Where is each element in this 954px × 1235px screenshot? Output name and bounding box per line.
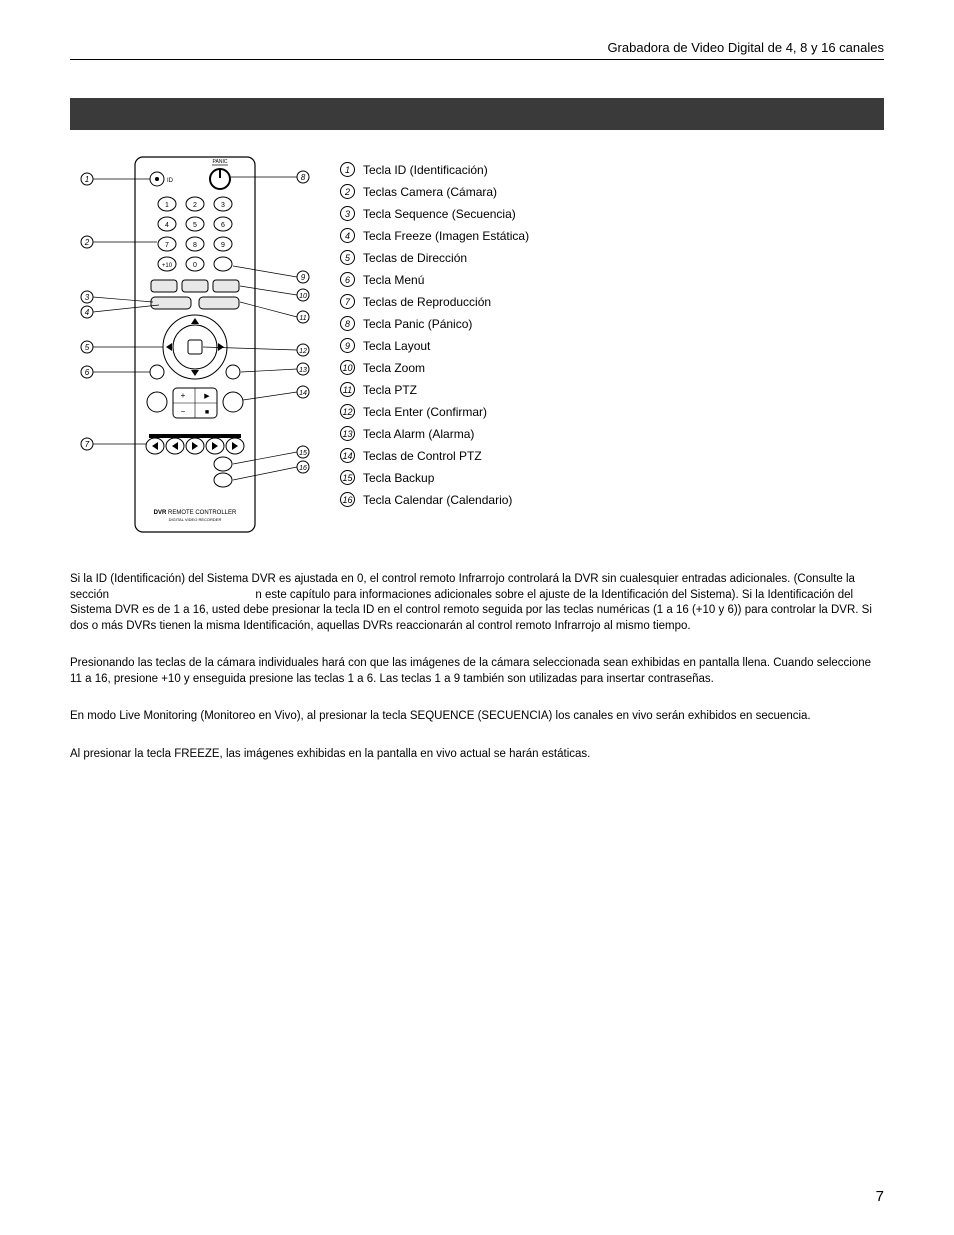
svg-text:1: 1: [165, 202, 169, 209]
legend-label: Tecla Sequence (Secuencia): [363, 207, 516, 221]
paragraph-freeze: Al presionar la tecla FREEZE, las imágen…: [70, 747, 884, 763]
legend-list: 1 Tecla ID (Identificación) 2 Teclas Camera…: [340, 142, 884, 514]
svg-text:3: 3: [221, 202, 225, 209]
figure-section: ID PANIC 1 2 3 4 5 6 7 8: [70, 130, 884, 572]
svg-text:2: 2: [193, 202, 197, 209]
legend-item: 14 Teclas de Control PTZ: [340, 448, 884, 463]
svg-text:6: 6: [85, 368, 90, 377]
svg-text:4: 4: [85, 308, 90, 317]
paragraph-camera: Presionando las teclas de la cámara indi…: [70, 656, 884, 687]
legend-label: Tecla Backup: [363, 471, 434, 485]
svg-text:2: 2: [84, 238, 90, 247]
legend-label: Tecla PTZ: [363, 383, 417, 397]
legend-label: Tecla ID (Identificación): [363, 163, 488, 177]
legend-item: 11 Tecla PTZ: [340, 382, 884, 397]
id-label: ID: [167, 178, 174, 184]
paragraph-sequence: En modo Live Monitoring (Monitoreo en Vi…: [70, 709, 884, 725]
svg-text:0: 0: [193, 262, 197, 269]
legend-number-icon: 16: [340, 492, 355, 507]
svg-text:9: 9: [301, 273, 306, 282]
legend-label: Tecla Panic (Pánico): [363, 317, 472, 331]
legend-item: 3 Tecla Sequence (Secuencia): [340, 206, 884, 221]
legend-item: 6 Tecla Menú: [340, 272, 884, 287]
svg-text:4: 4: [165, 222, 169, 229]
section-band: [70, 98, 884, 130]
svg-text:+10: +10: [162, 263, 173, 269]
remote-svg: ID PANIC 1 2 3 4 5 6 7 8: [75, 142, 315, 542]
legend-number-icon: 14: [340, 448, 355, 463]
legend-number-icon: 7: [340, 294, 355, 309]
legend-label: Teclas de Dirección: [363, 251, 467, 265]
legend-item: 13 Tecla Alarm (Alarma): [340, 426, 884, 441]
legend-label: Teclas Camera (Cámara): [363, 185, 497, 199]
svg-text:9: 9: [221, 242, 225, 249]
legend-item: 4 Tecla Freeze (Imagen Estática): [340, 228, 884, 243]
p1b: n este capítulo para informaciones adici…: [70, 589, 872, 632]
legend-label: Tecla Layout: [363, 339, 430, 353]
paragraph-id: Si la ID (Identificación) del Sistema DV…: [70, 572, 884, 634]
remote-diagram: ID PANIC 1 2 3 4 5 6 7 8: [70, 142, 320, 542]
legend-number-icon: 4: [340, 228, 355, 243]
legend-label: Tecla Calendar (Calendario): [363, 493, 512, 507]
svg-text:DIGITAL VIDEO RECORDER: DIGITAL VIDEO RECORDER: [169, 517, 222, 522]
legend-number-icon: 9: [340, 338, 355, 353]
header-title: Grabadora de Video Digital de 4, 8 y 16 …: [607, 40, 884, 55]
svg-text:DVR REMOTE CONTROLLER: DVR REMOTE CONTROLLER: [154, 510, 237, 516]
svg-text:+: +: [181, 391, 186, 400]
legend-item: 8 Tecla Panic (Pánico): [340, 316, 884, 331]
svg-text:5: 5: [193, 222, 197, 229]
legend-label: Tecla Zoom: [363, 361, 425, 375]
svg-text:15: 15: [299, 450, 307, 457]
legend-label: Tecla Alarm (Alarma): [363, 427, 474, 441]
panic-label: PANIC: [213, 159, 228, 165]
svg-text:13: 13: [299, 367, 307, 374]
svg-text:7: 7: [85, 440, 90, 449]
svg-text:1: 1: [85, 175, 89, 184]
legend-number-icon: 3: [340, 206, 355, 221]
legend-number-icon: 6: [340, 272, 355, 287]
legend-item: 9 Tecla Layout: [340, 338, 884, 353]
legend-number-icon: 15: [340, 470, 355, 485]
playback-row: [146, 434, 244, 454]
svg-text:7: 7: [165, 242, 169, 249]
legend-label: Tecla Freeze (Imagen Estática): [363, 229, 529, 243]
legend-item: 15 Tecla Backup: [340, 470, 884, 485]
svg-text:▶: ▶: [204, 393, 210, 400]
legend-item: 12 Tecla Enter (Confirmar): [340, 404, 884, 419]
svg-text:■: ■: [205, 409, 209, 416]
page-header: Grabadora de Video Digital de 4, 8 y 16 …: [70, 40, 884, 60]
svg-text:−: −: [181, 407, 186, 416]
legend-number-icon: 1: [340, 162, 355, 177]
legend-label: Teclas de Control PTZ: [363, 449, 482, 463]
legend-number-icon: 12: [340, 404, 355, 419]
legend-label: Tecla Enter (Confirmar): [363, 405, 487, 419]
legend-item: 10 Tecla Zoom: [340, 360, 884, 375]
legend-number-icon: 8: [340, 316, 355, 331]
svg-text:8: 8: [301, 173, 306, 182]
legend-item: 1 Tecla ID (Identificación): [340, 162, 884, 177]
legend-number-icon: 5: [340, 250, 355, 265]
legend-label: Teclas de Reproducción: [363, 295, 491, 309]
legend-number-icon: 13: [340, 426, 355, 441]
svg-text:8: 8: [193, 242, 197, 249]
legend-label: Tecla Menú: [363, 273, 424, 287]
legend-item: 2 Teclas Camera (Cámara): [340, 184, 884, 199]
svg-text:16: 16: [299, 465, 307, 472]
legend-number-icon: 10: [340, 360, 355, 375]
svg-text:5: 5: [85, 343, 90, 352]
svg-text:11: 11: [299, 315, 306, 322]
legend-item: 5 Teclas de Dirección: [340, 250, 884, 265]
legend-number-icon: 11: [340, 382, 355, 397]
page-number: 7: [876, 1188, 884, 1205]
svg-text:6: 6: [221, 222, 225, 229]
legend-item: 16 Tecla Calendar (Calendario): [340, 492, 884, 507]
svg-text:3: 3: [85, 293, 90, 302]
svg-text:12: 12: [299, 348, 307, 355]
svg-text:10: 10: [299, 293, 307, 300]
legend-item: 7 Teclas de Reproducción: [340, 294, 884, 309]
legend-number-icon: 2: [340, 184, 355, 199]
svg-text:14: 14: [299, 390, 307, 397]
